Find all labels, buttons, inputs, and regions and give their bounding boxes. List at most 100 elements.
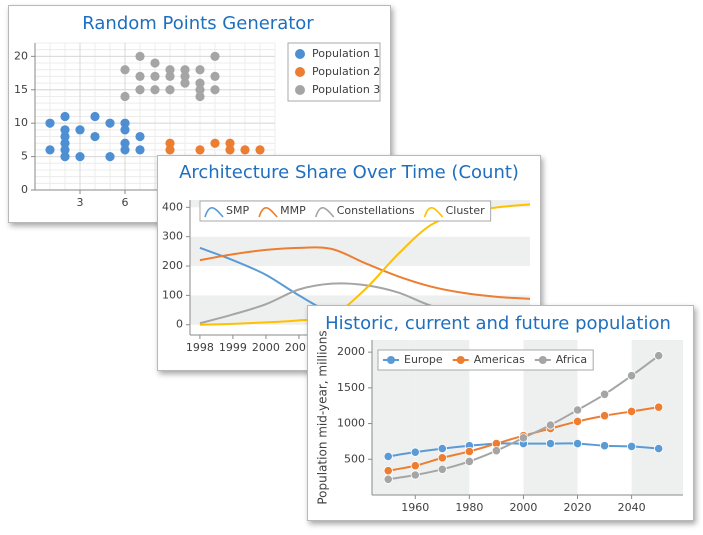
legend-marker xyxy=(387,356,395,364)
point xyxy=(627,441,637,452)
point xyxy=(383,466,393,476)
point xyxy=(545,438,556,449)
point xyxy=(165,138,175,148)
legend-label: Constellations xyxy=(337,204,415,217)
point xyxy=(75,125,85,135)
point xyxy=(75,151,85,162)
point xyxy=(654,443,664,454)
y-tick-label: 0 xyxy=(21,183,28,196)
legend-label: Population 2 xyxy=(312,65,380,78)
point xyxy=(45,118,55,128)
point xyxy=(410,461,420,471)
point xyxy=(195,91,205,102)
plot-area xyxy=(45,51,265,162)
y-tick-label: 5 xyxy=(21,150,28,163)
point xyxy=(195,78,205,88)
point xyxy=(225,138,235,148)
y-tick-label: 400 xyxy=(162,200,183,213)
point xyxy=(545,420,556,430)
legend-marker xyxy=(258,207,278,218)
point xyxy=(654,402,664,412)
x-tick-label: 2040 xyxy=(618,501,646,514)
legend: Population 1 Population 2 Population 3 xyxy=(287,42,381,102)
point xyxy=(120,118,130,128)
point xyxy=(627,371,637,381)
legend-label: MMP xyxy=(280,204,306,217)
point xyxy=(437,453,447,463)
point xyxy=(60,111,70,122)
y-tick-label: 1000 xyxy=(337,417,365,430)
legend-marker xyxy=(423,207,444,218)
point xyxy=(165,85,175,95)
point xyxy=(180,71,190,82)
point xyxy=(105,151,115,162)
y-tick-label: 20 xyxy=(14,49,28,62)
legend-label: Africa xyxy=(556,353,587,366)
point xyxy=(518,433,529,443)
point xyxy=(572,405,583,415)
point xyxy=(410,447,420,457)
legend-label: Americas xyxy=(474,353,525,366)
legend: SMP MMP Constellations Cluster xyxy=(199,200,492,222)
point xyxy=(90,111,100,122)
point xyxy=(225,145,235,155)
x-tick-label: 1999 xyxy=(219,341,247,354)
chart-title: Random Points Generator xyxy=(82,13,314,34)
point xyxy=(135,51,145,61)
legend-box xyxy=(199,200,492,222)
y-tick-label: 15 xyxy=(14,83,28,96)
chart-panel: Historic, current and future population 5… xyxy=(307,305,694,521)
point xyxy=(599,411,610,421)
point xyxy=(210,85,220,95)
point xyxy=(60,131,70,142)
legend-label: Population 3 xyxy=(312,83,380,96)
legend-box xyxy=(377,349,594,371)
point xyxy=(120,145,130,155)
x-tick-label: 1998 xyxy=(186,341,214,354)
point xyxy=(599,441,610,451)
y-tick-label: 100 xyxy=(162,288,183,301)
point xyxy=(210,71,220,82)
point xyxy=(135,145,145,155)
point xyxy=(210,51,220,61)
legend: Europe Americas Africa xyxy=(377,349,594,371)
point xyxy=(60,138,70,148)
point xyxy=(464,446,474,457)
point xyxy=(60,151,70,162)
point xyxy=(627,406,637,417)
legend-marker xyxy=(295,49,305,59)
legend-label: SMP xyxy=(226,204,249,217)
point xyxy=(90,131,100,142)
point xyxy=(180,65,190,75)
y-tick-label: 2000 xyxy=(337,345,365,358)
point xyxy=(60,125,70,135)
point xyxy=(135,131,145,142)
point xyxy=(105,118,115,128)
legend-marker xyxy=(295,67,305,77)
point xyxy=(150,71,160,82)
point xyxy=(383,451,393,462)
series-line xyxy=(199,246,530,300)
point xyxy=(195,85,205,95)
point xyxy=(60,145,70,155)
chart-title: Architecture Share Over Time (Count) xyxy=(179,162,519,183)
x-tick-label: 2000 xyxy=(252,341,280,354)
x-tick-label: 3 xyxy=(77,196,84,209)
legend-marker xyxy=(204,207,224,218)
point xyxy=(195,145,205,155)
x-tick-label: 2020 xyxy=(564,501,592,514)
point xyxy=(135,71,145,82)
point xyxy=(195,65,205,75)
grid-band xyxy=(631,340,683,495)
legend-label: Population 1 xyxy=(312,47,380,60)
x-tick-label: 6 xyxy=(122,196,129,209)
point xyxy=(120,138,130,148)
plot-area xyxy=(383,351,664,484)
x-tick-label: 1980 xyxy=(455,501,483,514)
legend-marker xyxy=(538,356,547,364)
y-axis-label: Population mid-year, millions xyxy=(316,330,330,504)
y-tick-label: 300 xyxy=(162,230,183,243)
point xyxy=(150,58,160,68)
point xyxy=(464,456,474,467)
